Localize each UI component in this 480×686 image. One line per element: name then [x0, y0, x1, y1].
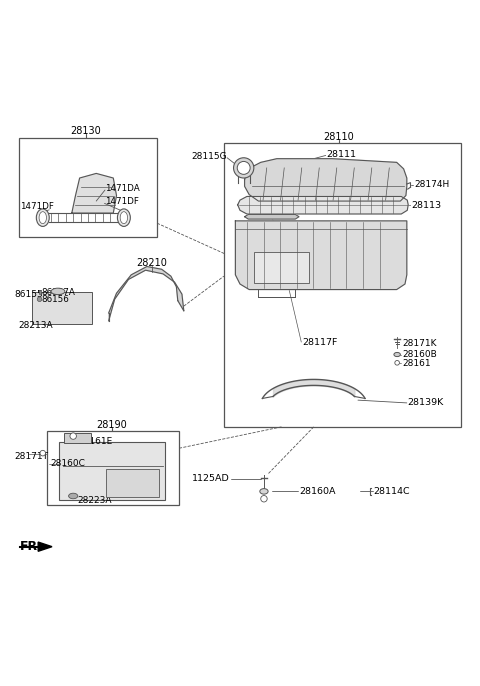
- Text: 28210: 28210: [136, 258, 167, 268]
- Text: 28213A: 28213A: [18, 321, 52, 330]
- Ellipse shape: [394, 353, 400, 357]
- Ellipse shape: [260, 488, 268, 494]
- Text: 1471DF: 1471DF: [20, 202, 54, 211]
- Text: 28174H: 28174H: [414, 180, 449, 189]
- Text: 28114C: 28114C: [373, 487, 410, 496]
- Bar: [38, 290, 41, 294]
- Polygon shape: [245, 215, 299, 219]
- Text: 28171T: 28171T: [14, 452, 48, 461]
- Bar: [254, 252, 309, 283]
- Bar: [107, 469, 159, 497]
- Ellipse shape: [120, 212, 128, 224]
- Text: 28160B: 28160B: [402, 350, 437, 359]
- Bar: [48, 431, 179, 505]
- Text: 28190: 28190: [96, 420, 127, 430]
- Text: 28111: 28111: [326, 150, 357, 158]
- Polygon shape: [108, 266, 184, 321]
- Polygon shape: [235, 221, 407, 289]
- Bar: [64, 434, 91, 443]
- Circle shape: [395, 361, 399, 365]
- Bar: [224, 143, 461, 427]
- Text: 28160A: 28160A: [299, 487, 336, 496]
- Text: 28113: 28113: [411, 201, 442, 210]
- Polygon shape: [38, 542, 52, 552]
- Text: FR: FR: [20, 540, 38, 553]
- Text: 28130: 28130: [70, 126, 101, 136]
- Bar: [19, 138, 157, 237]
- Text: 28110: 28110: [324, 132, 354, 141]
- Polygon shape: [72, 174, 117, 213]
- Circle shape: [70, 433, 76, 439]
- Bar: [32, 292, 92, 324]
- Circle shape: [261, 495, 267, 502]
- Ellipse shape: [51, 288, 65, 294]
- Ellipse shape: [118, 209, 131, 226]
- Text: 1125AD: 1125AD: [192, 475, 230, 484]
- Ellipse shape: [69, 493, 78, 499]
- Text: 28161E: 28161E: [79, 437, 113, 446]
- Ellipse shape: [237, 161, 250, 174]
- Text: 28117F: 28117F: [302, 338, 337, 346]
- Text: 28171K: 28171K: [402, 338, 437, 348]
- Ellipse shape: [39, 212, 47, 224]
- Polygon shape: [245, 158, 407, 201]
- Text: 1471DF: 1471DF: [106, 197, 139, 206]
- Polygon shape: [238, 196, 408, 214]
- Text: 28160C: 28160C: [50, 459, 85, 469]
- Text: 86156: 86156: [41, 295, 69, 304]
- Bar: [60, 442, 165, 499]
- Circle shape: [37, 297, 42, 302]
- Text: 28139K: 28139K: [408, 399, 444, 407]
- Text: 86157A: 86157A: [41, 288, 75, 297]
- Ellipse shape: [234, 158, 254, 178]
- Text: 86155: 86155: [14, 290, 43, 299]
- Text: 28223A: 28223A: [78, 496, 112, 505]
- Text: 28115G: 28115G: [192, 152, 227, 161]
- Text: 1471DA: 1471DA: [106, 184, 140, 193]
- Text: 28161: 28161: [402, 359, 431, 368]
- Ellipse shape: [36, 209, 49, 226]
- Circle shape: [40, 451, 46, 456]
